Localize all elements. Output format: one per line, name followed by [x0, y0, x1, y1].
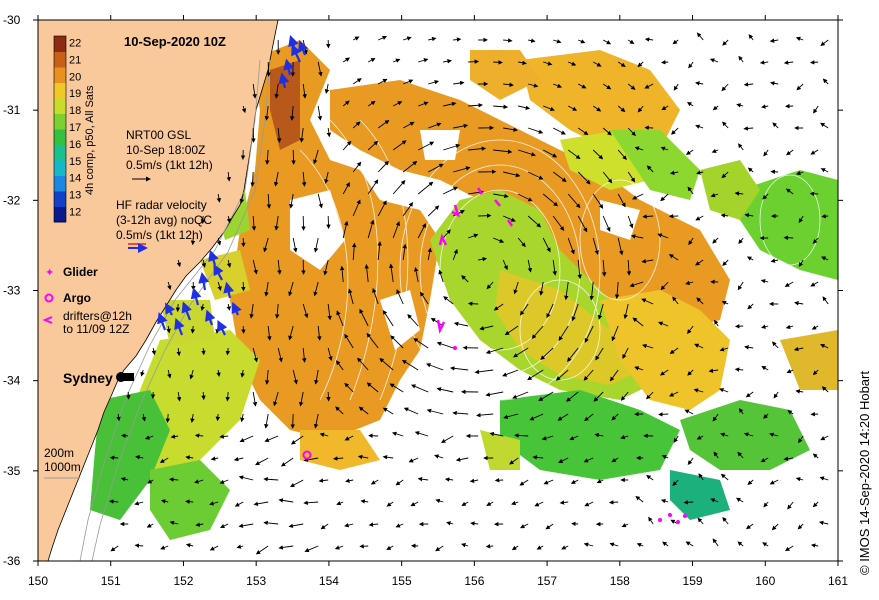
lon-tick-label: 152	[173, 574, 193, 588]
hf-radar-arrows	[157, 34, 309, 336]
lon-tick-label: 161	[828, 574, 848, 588]
colorbar: 12 13 14 15 16 17 18 19 20 21 22 4h comp, p50, All…	[53, 35, 96, 223]
argo-legend-symbol	[44, 293, 54, 303]
sea-level-contours	[299, 119, 821, 401]
velocity-arrows	[108, 32, 829, 555]
colorbar-tick-label: 15	[69, 156, 81, 168]
longitude-axis: 150 151 152 153 154 155 156 157 158 159 160 161	[28, 15, 848, 588]
lat-tick-label: -33	[3, 284, 21, 298]
hf-radar-label: HF radar velocity	[116, 198, 207, 212]
colorbar-tick-label: 18	[69, 105, 81, 117]
drifter-tracks	[436, 187, 514, 334]
colorbar-tick-label: 16	[69, 139, 81, 151]
drifters-legend-line1: drifters@12h	[63, 309, 132, 323]
argo-float-marker	[302, 450, 312, 460]
colorbar-tick-label: 19	[69, 88, 81, 100]
isobath-1000-label: 1000m	[44, 460, 81, 474]
sydney-marker	[116, 372, 126, 382]
latitude-axis: -30 -31 -32 -33 -34 -35 -36	[3, 13, 843, 568]
colorbar-tick-label: 22	[69, 37, 81, 49]
colorbar-label: 4h comp, p50, All Sats	[84, 85, 96, 195]
lat-tick-label: -30	[3, 13, 21, 27]
lat-tick-label: -34	[3, 374, 21, 388]
colorbar-tick-label: 21	[69, 54, 81, 66]
lon-tick-label: 160	[755, 574, 775, 588]
drifters-legend-line2: to 11/09 12Z	[63, 322, 130, 336]
lon-tick-label: 156	[464, 574, 484, 588]
isobath-200-label: 200m	[44, 446, 74, 460]
lat-tick-label: -32	[3, 193, 21, 207]
colorbar-tick-label: 12	[69, 207, 81, 219]
lon-tick-label: 154	[319, 574, 339, 588]
lat-tick-label: -36	[3, 554, 21, 568]
colorbar-tick-label: 13	[69, 190, 81, 202]
lon-tick-label: 158	[610, 574, 630, 588]
glider-markers	[453, 346, 687, 524]
colorbar-tick-label: 17	[69, 122, 81, 134]
lon-tick-label: 150	[28, 574, 48, 588]
hf-radar-avg: (3-12h avg) noQC	[116, 213, 212, 227]
lat-tick-label: -35	[3, 464, 21, 478]
lon-tick-label: 157	[537, 574, 557, 588]
gsl-label: NRT00 GSL	[126, 128, 191, 142]
gsl-time: 10-Sep 18:00Z	[126, 143, 205, 157]
drifter-legend-symbol	[42, 316, 53, 324]
sydney-label: Sydney	[63, 370, 113, 386]
lon-tick-label: 151	[101, 574, 121, 588]
hf-radar-scale: 0.5m/s (1kt 12h)	[116, 228, 203, 242]
imos-credit: © IMOS 14-Sep-2020 14:20 Hobart	[857, 371, 872, 575]
colorbar-tick-label: 20	[69, 71, 81, 83]
gsl-scale: 0.5m/s (1kt 12h)	[126, 158, 213, 172]
colorbar-tick-label: 14	[69, 173, 81, 185]
glider-legend-symbol: ✦	[45, 267, 54, 279]
sydney-coast-block	[124, 373, 134, 381]
lat-tick-label: -31	[3, 103, 21, 117]
lon-tick-label: 155	[392, 574, 412, 588]
argo-legend-label: Argo	[63, 291, 91, 305]
lon-tick-label: 153	[246, 574, 266, 588]
glider-legend-label: Glider	[63, 265, 98, 279]
lon-tick-label: 159	[683, 574, 703, 588]
map-title: 10-Sep-2020 10Z	[124, 34, 226, 49]
